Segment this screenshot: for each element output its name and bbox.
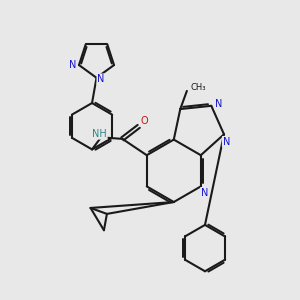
Text: N: N [97, 74, 105, 84]
Text: N: N [223, 137, 230, 147]
Text: N: N [215, 99, 222, 109]
Text: N: N [201, 188, 208, 198]
Text: CH₃: CH₃ [190, 83, 206, 92]
Text: N: N [69, 60, 77, 70]
Text: NH: NH [92, 129, 107, 139]
Text: O: O [140, 116, 148, 126]
